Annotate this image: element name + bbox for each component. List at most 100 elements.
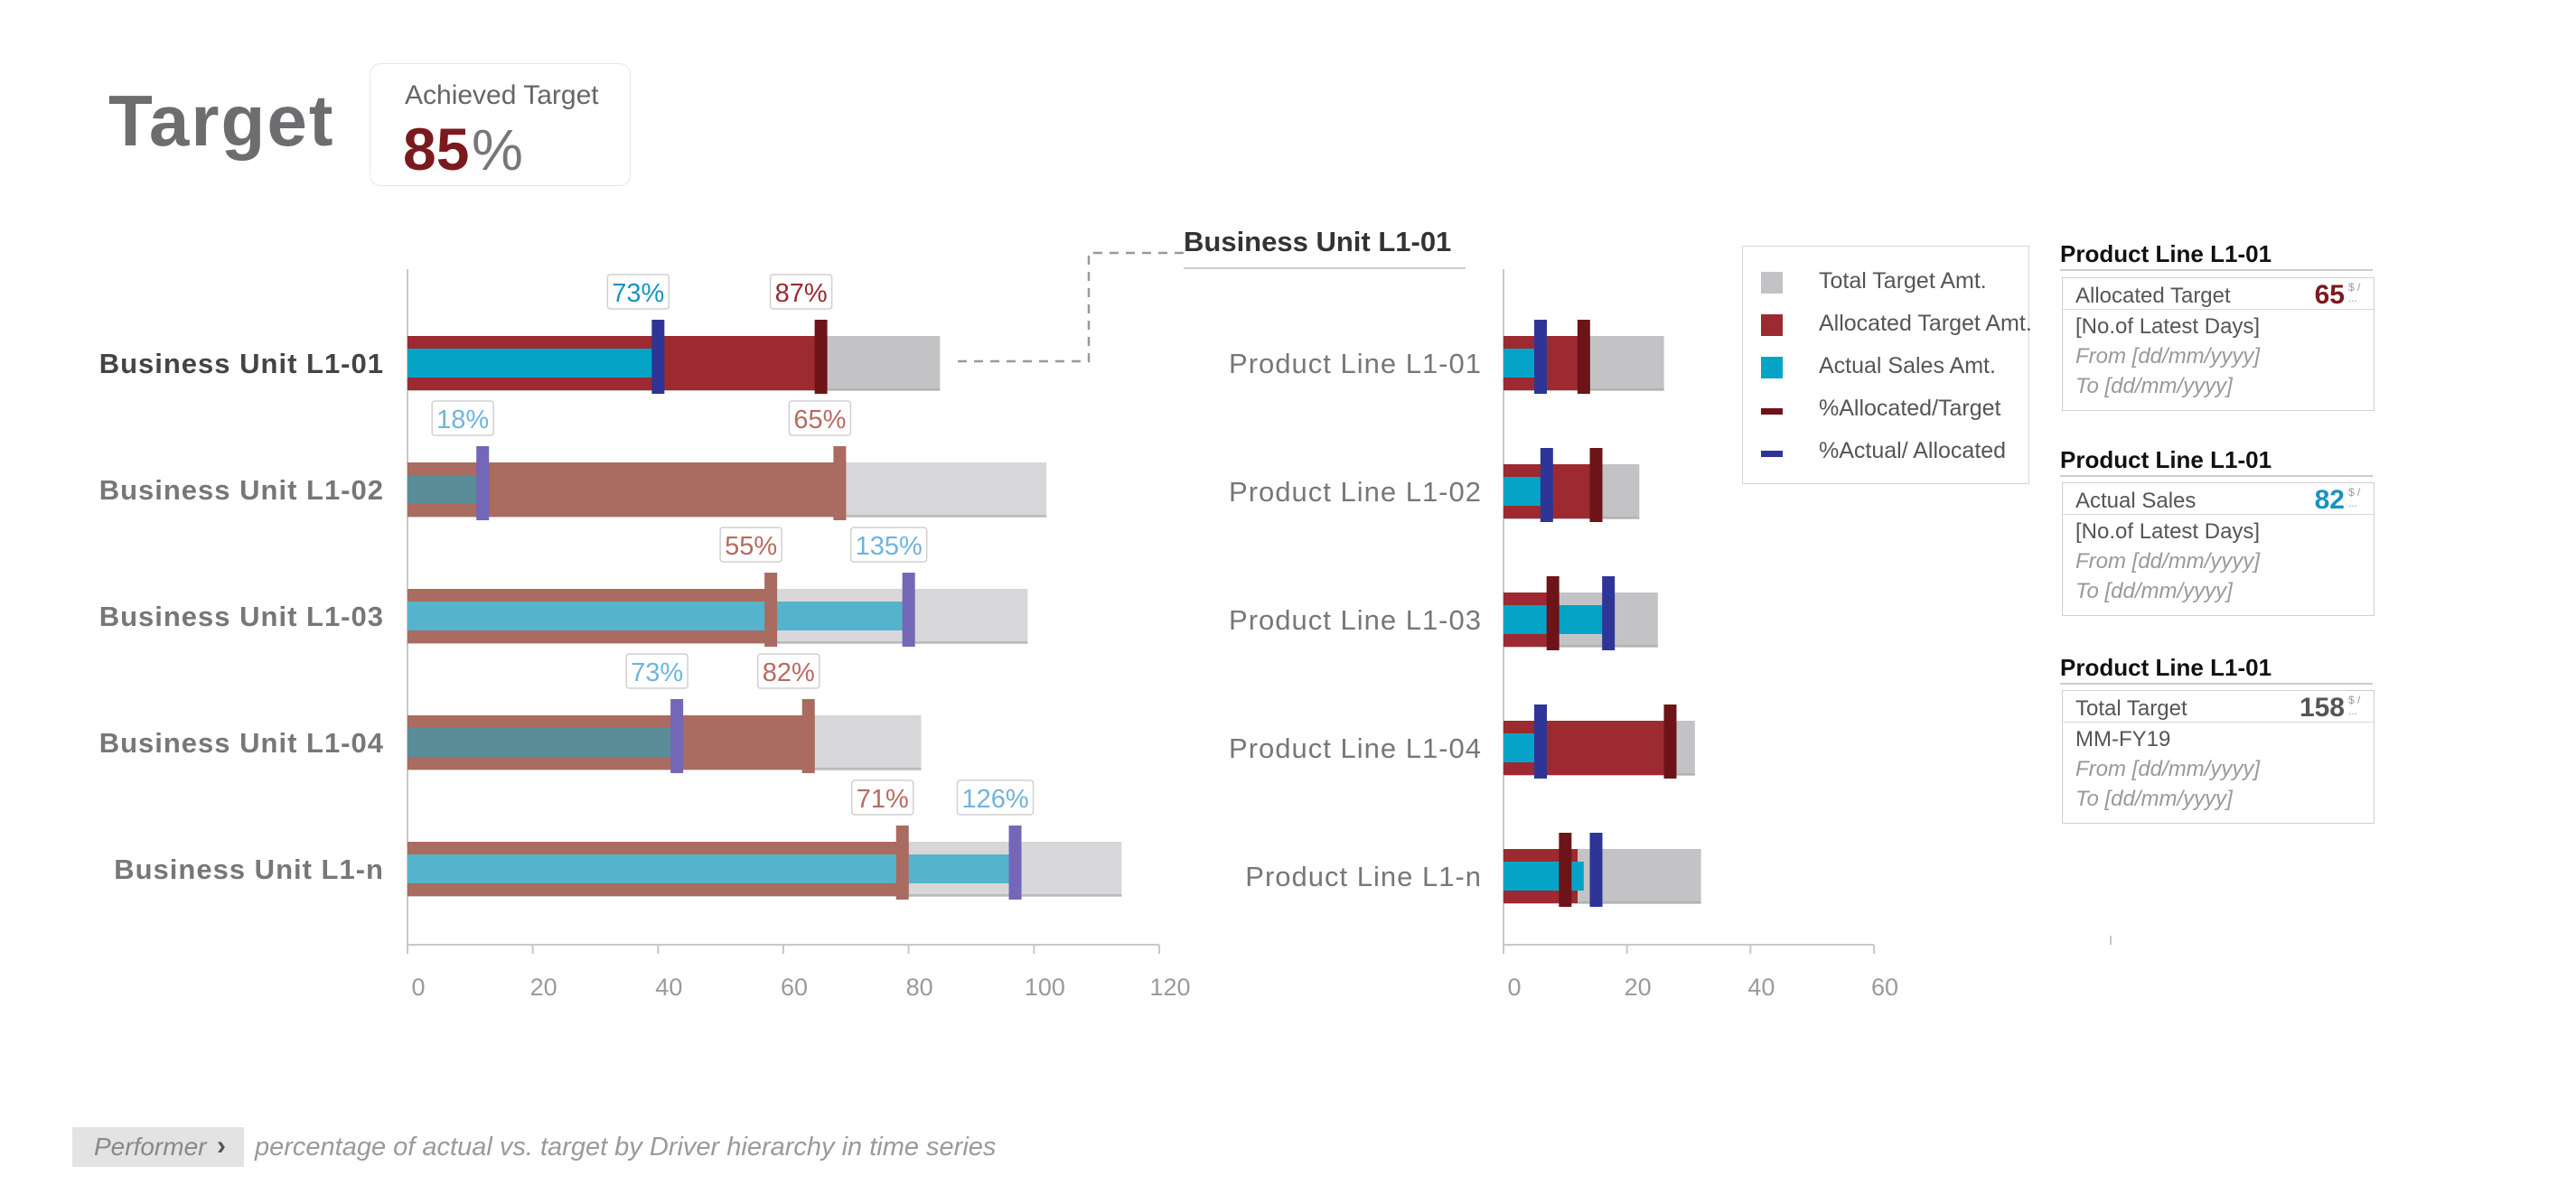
pct-actual-label: 18%	[436, 406, 489, 434]
pct-allocated-marker	[764, 573, 778, 647]
detail-header: Total Target 158 $ / ...	[2063, 691, 2374, 723]
x-tick-label: 20	[1625, 974, 1652, 1001]
chart-legend: Total Target Amt. Allocated Target Amt. …	[1742, 246, 2032, 484]
pct-allocated-marker	[1546, 576, 1560, 650]
detail-title-underline	[2060, 269, 2373, 271]
footer-caption: percentage of actual vs. target by Drive…	[255, 1133, 997, 1162]
category-label: Product Line L1-04	[1229, 732, 1482, 764]
detail-card-total: Total Target 158 $ / ... MM-FY19 From [d…	[2062, 690, 2375, 824]
pct-actual-marker	[1534, 704, 1547, 779]
x-tick-label: 0	[411, 974, 425, 1001]
x-tick-label: 80	[906, 974, 933, 1001]
legend-swatch-pct-allocated	[1761, 408, 1783, 415]
x-tick-label: 20	[530, 974, 557, 1001]
detail-unit: $ / ...	[2348, 486, 2361, 509]
legend-label: Total Target Amt.	[1819, 268, 1987, 294]
category-label: Business Unit L1-01	[99, 348, 384, 379]
detail-line: From [dd/mm/yyyy]	[2075, 757, 2261, 781]
pct-allocated-marker	[1663, 704, 1677, 779]
pct-allocated-label-box	[788, 400, 852, 436]
performer-tag[interactable]: Performer ›	[72, 1127, 244, 1167]
pct-allocated-marker	[1577, 320, 1590, 394]
detail-header: Actual Sales 82 $ / ...	[2063, 483, 2374, 515]
category-label: Product Line L1-03	[1229, 604, 1482, 636]
detail-line: From [dd/mm/yyyy]	[2075, 549, 2261, 574]
product-line-bullet-chart: 0 20 40 60 Product Line L1-01 Product Line L1…	[1229, 269, 2112, 1001]
business-unit-bullet-chart: 0 20 40 60 80 100 120 Business Unit L1-01 87% 73%…	[99, 269, 1191, 1001]
pct-actual-label-box	[606, 274, 670, 310]
actual-sales-bar	[1503, 862, 1584, 891]
pct-actual-marker	[1602, 576, 1616, 650]
legend-swatch-actual	[1761, 357, 1783, 378]
kpi-unit: %	[472, 117, 523, 182]
pct-actual-label-box	[849, 527, 928, 563]
pct-actual-label: 135%	[856, 532, 923, 561]
kpi-label: Achieved Target	[405, 80, 599, 110]
detail-line: To [dd/mm/yyyy]	[2075, 374, 2233, 398]
chevron-right-icon: ›	[217, 1131, 226, 1161]
detail-value: 82	[2314, 485, 2345, 515]
detail-unit: $ / ...	[2348, 281, 2361, 304]
pct-allocated-label: 65%	[793, 406, 846, 434]
pct-allocated-marker	[801, 699, 815, 773]
pct-allocated-marker	[1559, 833, 1572, 907]
pct-actual-marker	[476, 446, 490, 520]
pct-allocated-marker	[895, 826, 909, 900]
pct-allocated-label-box	[756, 653, 820, 689]
total-target-bar-shadow	[1503, 645, 1658, 648]
detail-label: Actual Sales	[2075, 489, 2197, 513]
legend-label: %Actual/ Allocated	[1819, 438, 2007, 463]
legend-swatch-total	[1761, 272, 1783, 294]
kpi-value: 85	[403, 116, 470, 182]
category-label: Product Line L1-01	[1229, 348, 1482, 379]
detail-title: Product Line L1-01	[2060, 240, 2272, 267]
detail-label: Allocated Target	[2075, 284, 2231, 308]
detail-title-underline	[2060, 683, 2373, 685]
x-tick-label: 60	[781, 974, 808, 1001]
legend-swatch-pct-actual	[1761, 451, 1783, 457]
detail-value: 65	[2314, 280, 2345, 310]
actual-sales-bar	[407, 602, 909, 630]
pct-actual-label: 73%	[612, 279, 664, 308]
detail-line: [No.of Latest Days]	[2075, 314, 2261, 339]
category-label: Business Unit L1-02	[99, 474, 384, 506]
detail-card-allocated: Allocated Target 65 $ / ... [No.of Lates…	[2062, 277, 2375, 411]
pct-allocated-label: 87%	[775, 279, 828, 308]
x-tick-label: 120	[1149, 974, 1190, 1001]
legend-label: %Allocated/Target	[1819, 396, 2001, 421]
detail-line: [No.of Latest Days]	[2075, 519, 2261, 544]
detail-title: Product Line L1-01	[2060, 446, 2272, 473]
pct-allocated-label: 55%	[725, 532, 777, 561]
detail-line: To [dd/mm/yyyy]	[2075, 579, 2233, 603]
pct-allocated-marker	[1589, 448, 1603, 522]
pct-allocated-label-box	[719, 527, 782, 563]
pct-actual-marker	[1540, 448, 1553, 522]
category-label: Business Unit L1-03	[99, 601, 384, 632]
x-tick-label: 100	[1025, 974, 1065, 1001]
pct-actual-marker	[1008, 826, 1022, 900]
pct-actual-marker	[670, 699, 684, 773]
detail-card-actual: Actual Sales 82 $ / ... [No.of Latest Da…	[2062, 482, 2375, 616]
detail-label: Total Target	[2075, 696, 2187, 721]
x-tick-label: 60	[1871, 974, 1898, 1001]
achieved-target-card: Achieved Target 85 %	[370, 63, 631, 186]
pct-actual-label: 73%	[631, 658, 683, 687]
drilldown-connector	[958, 251, 1184, 363]
category-label: Product Line L1-n	[1245, 861, 1482, 892]
legend-label: Actual Sales Amt.	[1819, 353, 1996, 378]
pct-actual-label-box	[431, 400, 494, 436]
category-label: Product Line L1-02	[1229, 476, 1482, 508]
detail-title: Product Line L1-01	[2060, 654, 2272, 681]
pct-allocated-label: 71%	[857, 785, 909, 814]
drilldown-title-underline	[1184, 267, 1466, 269]
performer-tag-label: Performer	[94, 1133, 207, 1161]
detail-line: From [dd/mm/yyyy]	[2075, 344, 2261, 369]
legend-label: Allocated Target Amt.	[1819, 311, 2032, 336]
pct-allocated-marker	[833, 446, 847, 520]
x-tick-label: 40	[655, 974, 682, 1001]
pct-actual-marker	[651, 320, 665, 394]
legend-swatch-allocated	[1761, 314, 1783, 336]
x-tick-label: 40	[1747, 974, 1775, 1001]
pct-actual-label: 126%	[961, 785, 1028, 814]
